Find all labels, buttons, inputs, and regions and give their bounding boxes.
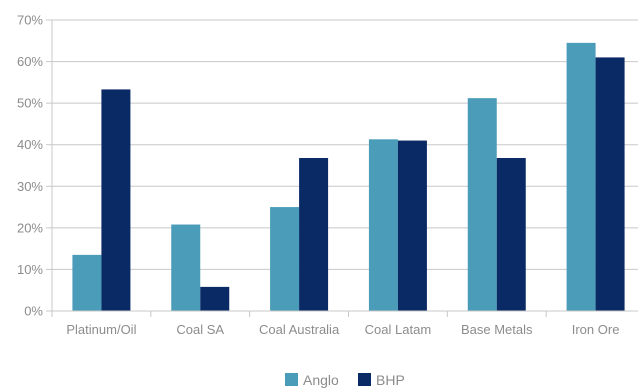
x-category-label: Coal Latam bbox=[365, 322, 431, 337]
y-tick-label: 20% bbox=[17, 220, 43, 235]
y-tick-label: 50% bbox=[17, 96, 43, 111]
gridlines bbox=[52, 19, 638, 270]
legend-swatch-anglo bbox=[285, 373, 298, 386]
bar-anglo-5 bbox=[566, 42, 596, 311]
x-category-label: Coal Australia bbox=[259, 322, 340, 337]
y-tick-label: 10% bbox=[17, 262, 43, 277]
bar-bhp-4 bbox=[496, 158, 526, 311]
legend-swatch-bhp bbox=[358, 373, 371, 386]
x-category-label: Iron Ore bbox=[572, 322, 620, 337]
x-axis bbox=[51, 20, 638, 317]
bar-anglo-4 bbox=[467, 98, 497, 311]
bar-bhp-2 bbox=[299, 158, 329, 311]
bar-anglo-0 bbox=[72, 254, 102, 311]
bars bbox=[72, 42, 625, 311]
bar-anglo-2 bbox=[270, 207, 300, 311]
legend: Anglo BHP bbox=[285, 372, 405, 388]
y-tick-label: 30% bbox=[17, 179, 43, 194]
legend-label-anglo: Anglo bbox=[303, 372, 339, 388]
x-axis-labels: Platinum/Oil Coal SA Coal Australia Coal La… bbox=[66, 322, 619, 337]
x-category-label: Platinum/Oil bbox=[66, 322, 136, 337]
x-category-label: Base Metals bbox=[461, 322, 533, 337]
bar-anglo-1 bbox=[171, 224, 201, 311]
x-category-label: Coal SA bbox=[176, 322, 224, 337]
y-axis-ticks: 0% 10% 20% 30% 40% 50% 60% 70% bbox=[17, 13, 52, 319]
bar-bhp-0 bbox=[101, 89, 131, 311]
y-tick-label: 40% bbox=[17, 137, 43, 152]
y-tick-label: 0% bbox=[24, 304, 43, 319]
bar-bhp-3 bbox=[397, 140, 427, 311]
bar-bhp-5 bbox=[595, 57, 625, 311]
legend-label-bhp: BHP bbox=[376, 372, 405, 388]
bar-anglo-3 bbox=[368, 139, 398, 311]
y-tick-label: 70% bbox=[17, 13, 43, 28]
y-tick-label: 60% bbox=[17, 54, 43, 69]
bar-bhp-1 bbox=[200, 286, 230, 311]
